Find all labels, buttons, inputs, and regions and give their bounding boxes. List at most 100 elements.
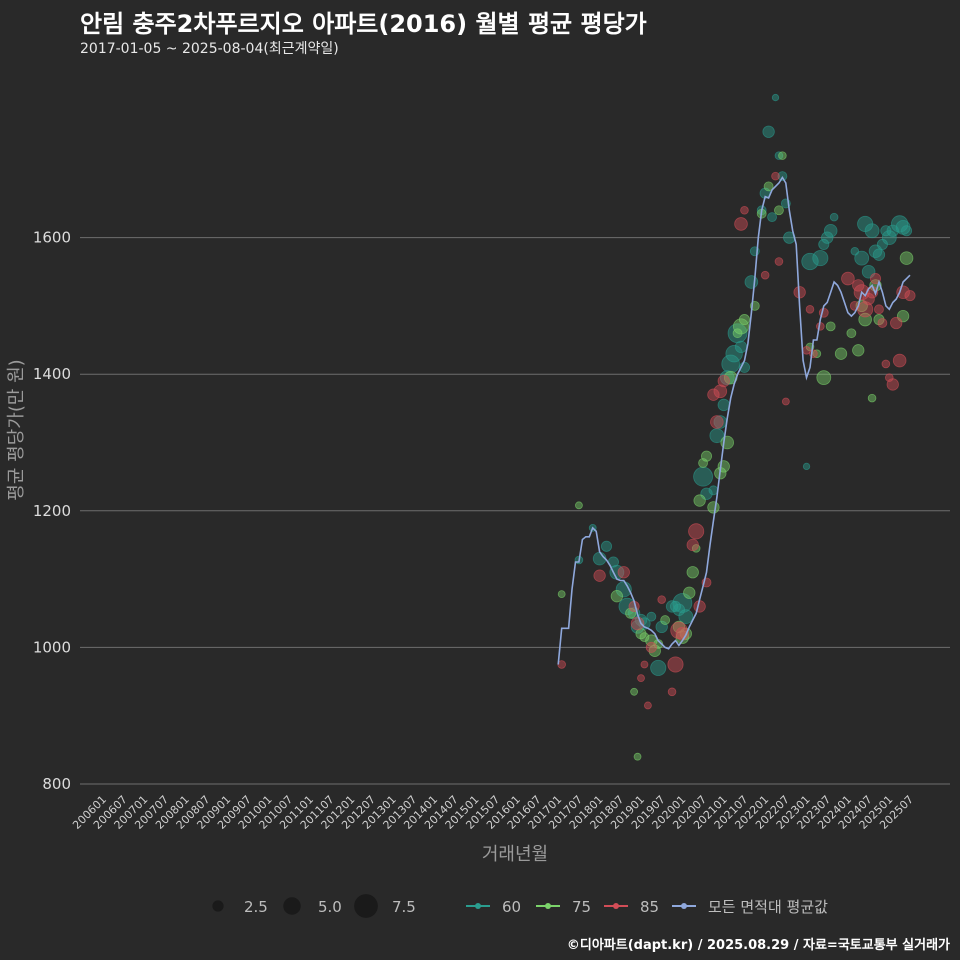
data-point bbox=[829, 212, 839, 222]
data-point bbox=[633, 752, 642, 761]
color-legend-label: 모든 면적대 평균값 bbox=[708, 898, 828, 916]
data-point bbox=[771, 171, 780, 181]
data-point bbox=[774, 205, 784, 216]
data-point bbox=[881, 230, 897, 246]
data-point bbox=[717, 374, 730, 388]
data-point bbox=[812, 250, 829, 267]
data-point bbox=[610, 590, 624, 603]
data-point bbox=[688, 523, 705, 540]
data-point bbox=[874, 304, 884, 315]
average-line bbox=[557, 175, 911, 665]
color-legend-dot bbox=[475, 903, 481, 909]
data-point bbox=[857, 301, 874, 318]
color-legend-label: 85 bbox=[640, 898, 659, 916]
chart-subtitle: 2017-01-05 ~ 2025-08-04(최근계약일) bbox=[80, 41, 339, 57]
data-point bbox=[660, 615, 671, 625]
data-point bbox=[891, 215, 909, 233]
data-point bbox=[693, 494, 706, 507]
data-point bbox=[719, 370, 735, 386]
data-point bbox=[763, 181, 774, 192]
data-point bbox=[825, 321, 836, 332]
data-point bbox=[686, 538, 699, 552]
data-point bbox=[625, 607, 637, 619]
data-point bbox=[816, 370, 832, 386]
y-tick-label: 1400 bbox=[33, 365, 71, 383]
data-point bbox=[744, 275, 759, 289]
size-legend-marker bbox=[283, 897, 301, 915]
data-point bbox=[762, 125, 775, 138]
data-point bbox=[721, 354, 740, 374]
data-point bbox=[734, 217, 748, 231]
data-point bbox=[657, 595, 666, 604]
y-axis-title: 평균 평당가(만 원) bbox=[6, 359, 27, 500]
data-point bbox=[881, 359, 891, 369]
color-legend-label: 75 bbox=[572, 898, 591, 916]
y-tick-label: 1600 bbox=[33, 229, 71, 247]
size-legend-label: 7.5 bbox=[392, 898, 416, 916]
size-legend-marker bbox=[212, 900, 224, 912]
data-point bbox=[852, 344, 865, 357]
data-point bbox=[854, 250, 870, 266]
data-point bbox=[890, 316, 903, 330]
data-point bbox=[645, 641, 657, 653]
data-point bbox=[774, 151, 784, 160]
color-legend-dot bbox=[613, 903, 619, 909]
data-point bbox=[640, 660, 649, 669]
data-point bbox=[760, 270, 770, 280]
data-point bbox=[885, 373, 894, 382]
data-point bbox=[717, 398, 730, 412]
data-point bbox=[892, 353, 907, 368]
data-point bbox=[593, 569, 606, 582]
data-point bbox=[667, 687, 677, 697]
data-point bbox=[639, 632, 650, 643]
size-legend-marker bbox=[354, 894, 378, 918]
data-point bbox=[774, 257, 784, 266]
color-legend-dot bbox=[545, 903, 551, 909]
data-point bbox=[707, 501, 720, 514]
data-point bbox=[557, 590, 566, 599]
data-point bbox=[869, 273, 882, 285]
data-point bbox=[823, 223, 838, 238]
y-tick-label: 1000 bbox=[33, 638, 71, 656]
data-point bbox=[767, 212, 777, 223]
data-point bbox=[740, 206, 749, 215]
data-point bbox=[818, 238, 830, 250]
data-point bbox=[864, 223, 880, 239]
data-point bbox=[557, 660, 566, 669]
data-point bbox=[904, 290, 916, 302]
data-point bbox=[710, 415, 724, 429]
data-point bbox=[643, 701, 652, 710]
size-legend-label: 2.5 bbox=[244, 898, 268, 916]
data-point bbox=[734, 340, 748, 354]
series-60 bbox=[574, 93, 913, 676]
data-point bbox=[801, 252, 819, 271]
data-point bbox=[821, 231, 834, 244]
data-point bbox=[698, 458, 708, 468]
source-credit: ©디아파트(dapt.kr) / 2025.08.29 / 자료=국토교통부 실… bbox=[566, 938, 950, 953]
data-point bbox=[805, 305, 815, 314]
data-point bbox=[693, 466, 713, 487]
data-point bbox=[886, 378, 899, 391]
data-point bbox=[877, 318, 888, 328]
data-point bbox=[683, 586, 696, 599]
data-point bbox=[812, 349, 822, 358]
data-point bbox=[886, 224, 899, 237]
data-point bbox=[834, 347, 848, 360]
size-legend-label: 5.0 bbox=[318, 898, 342, 916]
data-point bbox=[617, 566, 630, 579]
data-point bbox=[846, 328, 857, 339]
y-tick-label: 800 bbox=[42, 775, 71, 793]
data-point bbox=[575, 501, 583, 510]
data-point bbox=[738, 314, 750, 326]
data-point bbox=[646, 611, 657, 622]
color-legend-label: 60 bbox=[502, 898, 521, 916]
data-point bbox=[630, 616, 645, 631]
data-point bbox=[771, 93, 780, 102]
chart-title: 안림 충주2차푸르지오 아파트(2016) 월별 평균 평당가 bbox=[80, 10, 647, 38]
data-point bbox=[667, 656, 684, 673]
x-axis-title: 거래년월 bbox=[482, 844, 548, 865]
data-point bbox=[802, 462, 811, 471]
data-point bbox=[686, 566, 699, 579]
data-point bbox=[899, 251, 914, 265]
